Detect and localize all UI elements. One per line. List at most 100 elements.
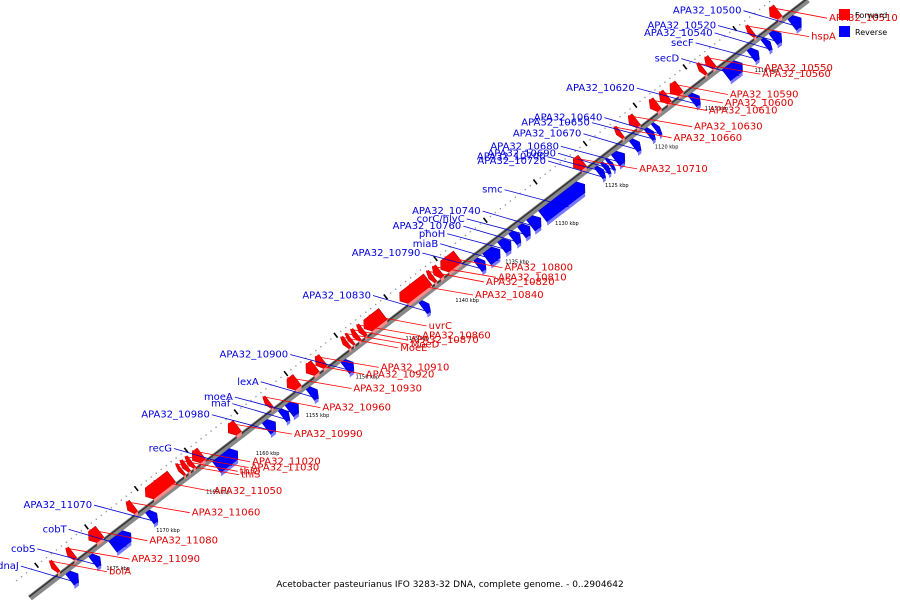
gene-label: APA32_10900 — [220, 350, 289, 361]
gene-bevel — [434, 281, 438, 287]
minor-tick — [574, 150, 576, 153]
minor-tick — [669, 77, 671, 80]
gene-label: thiS — [241, 470, 260, 481]
minor-tick — [549, 169, 552, 172]
kbp-tick-label: 1110 kbp — [755, 68, 779, 74]
gene-label: APA32_10810 — [498, 272, 567, 283]
gene-label: APA32_11020 — [252, 457, 321, 468]
gene-label: APA32_10830 — [302, 291, 371, 302]
reverse-gene — [746, 47, 760, 66]
gene-bevel — [295, 385, 302, 394]
legend-reverse-swatch — [839, 26, 850, 37]
gene-leader-line — [287, 377, 352, 389]
gene-bevel — [652, 138, 656, 145]
minor-tick — [80, 529, 83, 532]
minor-tick — [758, 8, 761, 11]
gene-label: moeA — [204, 392, 233, 403]
gene-leader-line — [422, 252, 487, 271]
minor-tick — [499, 207, 502, 210]
minor-tick — [120, 499, 123, 501]
minor-tick — [514, 196, 517, 199]
minor-tick — [95, 518, 98, 521]
gene-bevel — [713, 66, 717, 73]
minor-tick — [664, 81, 666, 84]
forward-gene-arrow — [125, 499, 139, 515]
gene-bevel — [705, 73, 708, 79]
gene-bevel — [154, 521, 159, 528]
minor-tick — [474, 227, 477, 229]
legend: Forward Reverse — [839, 9, 887, 37]
gene-label: APA32_10790 — [352, 248, 421, 259]
gene-label: cobS — [11, 544, 35, 555]
gene-labels: APA32_10500APA32_10510APA32_10520APA32_1… — [0, 6, 898, 584]
gene-leader-line — [68, 528, 127, 547]
gene-leader-line — [648, 99, 707, 111]
gene-leader-line — [232, 403, 291, 421]
forward-gene — [175, 463, 187, 480]
minor-tick — [40, 560, 43, 563]
gene-bevel — [526, 234, 531, 242]
minor-tick — [439, 253, 442, 256]
reverse-gene — [473, 257, 487, 276]
gene-label: APA32_10690 — [487, 148, 556, 159]
minor-tick — [704, 50, 706, 53]
gene-label: APA32_11050 — [214, 486, 283, 497]
minor-tick — [713, 43, 716, 45]
minor-tick — [404, 280, 407, 283]
minor-tick — [694, 58, 696, 61]
minor-tick — [344, 326, 347, 329]
gene-leader-line — [447, 233, 512, 252]
gene-label: APA32_10510 — [829, 13, 898, 24]
gene-bevel — [637, 149, 642, 156]
gene-leader-line — [37, 548, 102, 567]
gene-label: APA32_11080 — [149, 536, 218, 547]
reverse-gene — [517, 223, 531, 242]
gene-label: APA32_10930 — [353, 383, 422, 394]
minor-tick — [479, 223, 482, 225]
gene-label: APA32_10860 — [422, 331, 491, 342]
gene-label: APA32_10630 — [694, 122, 763, 133]
gene-leader-line — [48, 560, 108, 573]
gene-label: APA32_10740 — [412, 206, 481, 217]
minor-tick — [180, 453, 182, 455]
minor-tick — [20, 575, 23, 578]
minor-tick — [70, 537, 73, 540]
gene-bevel — [796, 26, 802, 34]
minor-tick — [748, 16, 751, 18]
minor-tick — [354, 319, 357, 321]
reverse-gene — [538, 181, 586, 226]
gene-label: lexA — [237, 377, 259, 388]
gene-label: APA32_10560 — [762, 69, 831, 80]
gene-leader-line — [745, 25, 810, 37]
forward-gene — [305, 360, 320, 380]
minor-tick — [315, 349, 317, 352]
minor-tick — [339, 330, 342, 333]
reverse-gene — [594, 165, 606, 183]
gene-label: APA32_11030 — [251, 462, 320, 473]
minor-tick — [300, 361, 302, 363]
gene-leader-line — [440, 243, 499, 262]
major-tick — [283, 370, 289, 377]
gene-leader-line — [583, 133, 642, 152]
gene-leader-line — [431, 265, 497, 278]
major-tick — [183, 447, 189, 454]
gene-leader-line — [290, 354, 355, 372]
minor-tick — [75, 533, 78, 536]
gene-label: APA32_10680 — [490, 141, 559, 152]
gene-leader-line — [234, 396, 299, 415]
minor-tick — [310, 353, 312, 356]
minor-tick — [324, 342, 327, 344]
gene-bevel — [193, 466, 196, 473]
gene-bevel — [769, 48, 773, 55]
gene-bevel — [440, 275, 445, 283]
minor-tick — [654, 89, 656, 91]
gene-leader-line — [669, 83, 728, 95]
forward-gene — [145, 470, 177, 503]
gene-label: dnaJ — [0, 561, 19, 572]
gene-leader-line — [340, 336, 399, 349]
minor-tick — [175, 457, 177, 459]
gene-bevel — [754, 35, 757, 42]
gene-bevel — [353, 344, 356, 350]
minor-tick — [25, 572, 28, 574]
forward-gene-arrow — [175, 463, 187, 477]
